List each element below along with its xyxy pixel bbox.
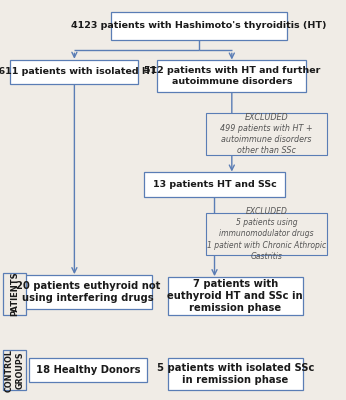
Text: 20 patients euthyroid not
using interfering drugs: 20 patients euthyroid not using interfer… (16, 281, 161, 303)
Text: 512 patients with HT and further
autoimmune disorders: 512 patients with HT and further autoimm… (144, 66, 320, 86)
Text: EXCLUDED
5 patients using
immunomodulator drugs
1 patient with Chronic Athropic
: EXCLUDED 5 patients using immunomodulato… (207, 207, 326, 261)
Text: 7 patients with
euthyroid HT and SSc in
remission phase: 7 patients with euthyroid HT and SSc in … (167, 278, 303, 314)
FancyBboxPatch shape (168, 277, 303, 315)
Text: 18 Healthy Donors: 18 Healthy Donors (36, 365, 140, 375)
FancyBboxPatch shape (10, 60, 138, 84)
FancyBboxPatch shape (29, 358, 147, 382)
FancyBboxPatch shape (206, 113, 327, 155)
FancyBboxPatch shape (3, 350, 26, 390)
Text: 3611 patients with isolated HT: 3611 patients with isolated HT (0, 68, 157, 76)
FancyBboxPatch shape (157, 60, 306, 92)
FancyBboxPatch shape (168, 358, 303, 390)
FancyBboxPatch shape (3, 273, 26, 315)
FancyBboxPatch shape (206, 213, 327, 255)
Text: 13 patients HT and SSc: 13 patients HT and SSc (153, 180, 276, 189)
FancyBboxPatch shape (24, 275, 152, 309)
Text: 5 patients with isolated SSc
in remission phase: 5 patients with isolated SSc in remissio… (157, 363, 314, 385)
FancyBboxPatch shape (144, 172, 285, 197)
FancyBboxPatch shape (111, 12, 287, 40)
Text: EXCLUDED
499 patients with HT +
autoimmune disorders
other than SSc: EXCLUDED 499 patients with HT + autoimmu… (220, 113, 313, 155)
Text: CONTROL
GROUPS: CONTROL GROUPS (5, 348, 24, 392)
Text: 4123 patients with Hashimoto's thyroiditis (HT): 4123 patients with Hashimoto's thyroidit… (71, 22, 327, 30)
Text: PATIENTS: PATIENTS (10, 272, 19, 316)
